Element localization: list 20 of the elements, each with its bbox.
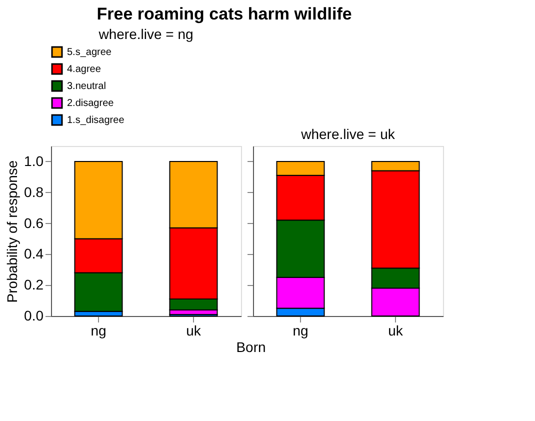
y-tick-label: 0.0: [24, 308, 44, 324]
chart-title: Free roaming cats harm wildlife: [96, 4, 352, 24]
legend-label: 4.agree: [67, 64, 102, 75]
y-tick-label: 1.0: [24, 152, 44, 169]
y-tick-label: 0.6: [24, 214, 44, 231]
x-tick-label: uk: [388, 322, 404, 338]
x-tick-label: ng: [292, 322, 308, 338]
x-tick-label: uk: [186, 322, 202, 338]
legend-label: 3.neutral: [67, 81, 106, 92]
y-tick-label: 0.2: [24, 276, 44, 293]
legend-label: 1.s_disagree: [67, 115, 125, 126]
legend-label: 2.disagree: [67, 98, 114, 109]
x-axis-title: Born: [236, 339, 266, 355]
y-tick-label: 0.8: [24, 184, 44, 200]
legend-label: 5.s_agree: [67, 47, 112, 58]
x-tick-label: ng: [90, 322, 106, 338]
y-axis-title: Probability of response: [4, 160, 20, 303]
chart-subtitle: where.live = uk: [300, 126, 396, 142]
y-tick-label: 0.4: [24, 246, 44, 262]
chart-subtitle: where.live = ng: [98, 26, 194, 42]
